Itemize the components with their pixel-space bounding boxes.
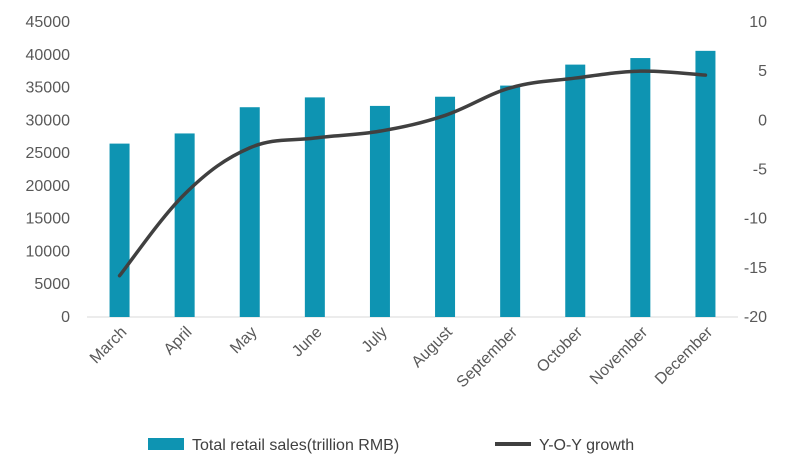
bar bbox=[695, 50, 716, 317]
growth-line bbox=[117, 69, 708, 278]
left-tick-label: 0 bbox=[61, 309, 70, 326]
left-tick-label: 35000 bbox=[26, 80, 71, 97]
bar bbox=[174, 133, 195, 317]
x-tick-label: October bbox=[534, 323, 587, 376]
x-tick-label: April bbox=[161, 324, 196, 359]
x-tick-label: November bbox=[587, 323, 652, 388]
x-tick-label: December bbox=[652, 323, 717, 388]
bar bbox=[500, 85, 521, 317]
right-tick-label: 10 bbox=[749, 14, 767, 31]
x-tick-label: September bbox=[454, 323, 522, 391]
x-tick-label: August bbox=[409, 323, 457, 371]
line-series bbox=[117, 69, 708, 278]
legend-label-line: Y-O-Y growth bbox=[539, 437, 634, 454]
bar bbox=[239, 107, 260, 317]
legend: Total retail sales(trillion RMB) Y-O-Y g… bbox=[148, 437, 634, 454]
bar bbox=[304, 97, 325, 317]
right-tick-label: -15 bbox=[744, 260, 767, 277]
right-tick-label: -5 bbox=[753, 162, 767, 179]
right-tick-label: -20 bbox=[744, 309, 767, 326]
left-tick-label: 30000 bbox=[26, 112, 71, 129]
left-axis-ticks: 0 5000 10000 15000 20000 25000 30000 35000 40000… bbox=[26, 14, 71, 326]
legend-swatch-bar bbox=[148, 438, 184, 450]
right-tick-label: 5 bbox=[758, 63, 767, 80]
right-tick-label: 0 bbox=[758, 112, 767, 129]
bar bbox=[630, 58, 651, 318]
bar-series bbox=[109, 50, 716, 318]
bar bbox=[369, 105, 390, 318]
left-tick-label: 5000 bbox=[34, 276, 70, 293]
x-tick-label: June bbox=[289, 324, 326, 361]
x-tick-label: July bbox=[359, 324, 391, 356]
left-tick-label: 20000 bbox=[26, 178, 71, 195]
left-tick-label: 45000 bbox=[26, 14, 71, 31]
bar bbox=[565, 64, 586, 317]
bar bbox=[435, 96, 456, 317]
right-axis-ticks: -20 -15 -10 -5 0 5 10 bbox=[744, 14, 767, 326]
left-tick-label: 10000 bbox=[26, 243, 71, 260]
left-tick-label: 40000 bbox=[26, 47, 71, 64]
right-tick-label: -10 bbox=[744, 211, 767, 228]
legend-label-bar: Total retail sales(trillion RMB) bbox=[192, 437, 399, 454]
left-tick-label: 25000 bbox=[26, 145, 71, 162]
left-tick-label: 15000 bbox=[26, 211, 71, 228]
x-tick-label: March bbox=[87, 324, 130, 367]
bar bbox=[109, 143, 130, 317]
x-tick-label: May bbox=[227, 324, 260, 357]
